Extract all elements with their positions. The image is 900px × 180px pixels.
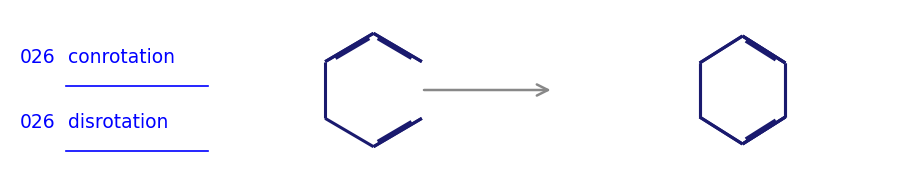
Text: 026: 026 <box>20 48 56 67</box>
Text: 026: 026 <box>20 113 56 132</box>
Text: conrotation: conrotation <box>68 48 176 67</box>
Text: disrotation: disrotation <box>68 113 169 132</box>
